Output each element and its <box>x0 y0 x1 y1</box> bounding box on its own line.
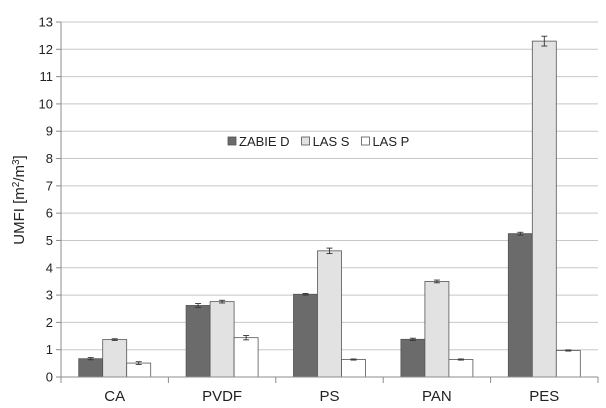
legend-label: LAS P <box>372 134 409 149</box>
y-tick-label: 1 <box>46 342 53 357</box>
y-tick-label: 0 <box>46 370 53 385</box>
y-tick-label: 9 <box>46 124 53 139</box>
bar <box>424 281 450 378</box>
legend-label: ZABIE D <box>239 134 290 149</box>
x-category-label: PS <box>319 388 339 405</box>
y-tick-label: 8 <box>46 151 53 166</box>
bar <box>341 359 366 378</box>
y-tick-label: 4 <box>46 260 53 275</box>
bar <box>185 305 211 378</box>
bar <box>78 358 104 378</box>
bar <box>507 233 533 378</box>
x-axis-category-labels: CA PVDF PS PAN PES <box>104 388 559 405</box>
y-tick-label: 7 <box>46 178 53 193</box>
axes <box>56 21 599 383</box>
y-tick-label: 11 <box>40 69 54 84</box>
bar <box>126 362 152 378</box>
bar <box>317 250 342 378</box>
y-tick-label: 2 <box>46 315 53 330</box>
x-category-label: PES <box>529 388 559 405</box>
bar <box>400 338 426 378</box>
y-tick-label: 5 <box>46 233 53 248</box>
x-category-label: CA <box>104 388 125 405</box>
bar <box>448 359 474 378</box>
grid-lines <box>61 21 598 351</box>
y-tick-label: 3 <box>46 288 53 303</box>
legend-swatch <box>301 136 310 146</box>
y-tick-label: 6 <box>46 206 53 221</box>
bar <box>233 337 259 378</box>
bar <box>209 301 235 378</box>
bar <box>555 350 581 378</box>
y-tick-label: 10 <box>39 96 53 111</box>
legend-swatch <box>361 136 370 146</box>
bar <box>102 339 128 378</box>
bar <box>293 293 318 378</box>
x-category-label: PAN <box>422 388 452 405</box>
bar <box>531 40 557 378</box>
legend-swatch <box>227 136 237 146</box>
y-tick-label: 13 <box>39 15 53 30</box>
x-category-label: PVDF <box>202 388 242 405</box>
y-tick-label: 12 <box>39 42 53 57</box>
bars <box>78 35 581 378</box>
legend-label: LAS S <box>313 134 350 149</box>
y-axis-title: UMFI [m2/m3] <box>11 155 29 244</box>
legend: ZABIE D LAS S LAS P <box>227 134 409 149</box>
